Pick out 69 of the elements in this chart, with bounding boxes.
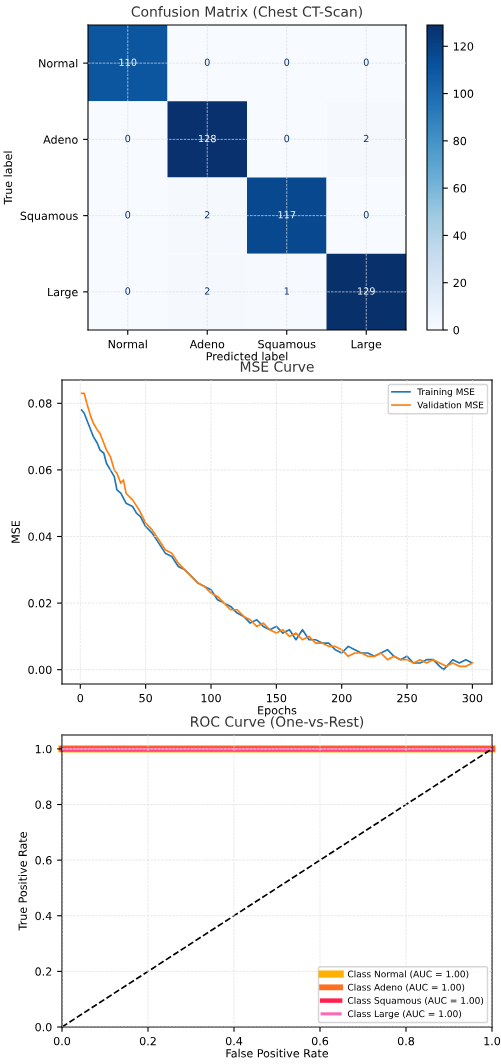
data-label: 0 xyxy=(125,211,131,219)
x-tick-label: 0 xyxy=(77,693,84,703)
data-label: 0 xyxy=(125,134,131,143)
legend-label: Class Squamous (AUC = 1.00) xyxy=(347,996,484,1006)
legend-label: Class Normal (AUC = 1.00) xyxy=(347,970,469,979)
legend-label: Validation MSE xyxy=(417,401,484,409)
y-axis-title: True label xyxy=(3,151,13,205)
y-tick-label: Squamous xyxy=(20,211,78,223)
data-label: 0 xyxy=(363,211,369,219)
chart-title: Confusion Matrix (Chest CT-Scan) xyxy=(131,6,362,19)
y-tick-label: 0.08 xyxy=(28,399,52,408)
x-tick-label: 100 xyxy=(201,693,221,703)
data-label: 128 xyxy=(199,134,216,143)
data-label: 2 xyxy=(363,134,369,143)
y-axis-title: MSE xyxy=(11,520,20,543)
data-label: 129 xyxy=(358,287,375,295)
x-tick-label: 0.6 xyxy=(311,1036,329,1046)
x-tick-label: 250 xyxy=(397,693,417,703)
data-label: 117 xyxy=(278,211,296,219)
y-tick-label: 0.8 xyxy=(35,800,52,809)
y-tick-label: 0.00 xyxy=(28,665,52,675)
x-axis-title: False Positive Rate xyxy=(226,1048,329,1058)
y-tick-label: 0.4 xyxy=(35,911,52,921)
data-label: 0 xyxy=(284,134,290,143)
y-tick-label: Normal xyxy=(39,58,78,68)
x-tick-label: Large xyxy=(351,340,382,351)
x-tick-label: 200 xyxy=(331,693,352,703)
y-tick-label: Adeno xyxy=(43,135,78,144)
data-label: 0 xyxy=(204,58,210,66)
x-tick-label: 0.8 xyxy=(397,1036,415,1046)
x-axis-title: Epochs xyxy=(258,705,297,717)
color-bar-label: 80 xyxy=(453,136,467,146)
data-label: 0 xyxy=(284,58,290,66)
data-label: 0 xyxy=(363,58,369,66)
x-tick-label: 0.4 xyxy=(225,1036,243,1046)
y-tick-label: 0.04 xyxy=(28,532,52,541)
y-tick-label: 0.2 xyxy=(35,967,52,976)
color-bar-label: 40 xyxy=(453,231,467,240)
chart-title: ROC Curve (One-vs-Rest) xyxy=(191,716,364,729)
x-axis-title: Predicted label xyxy=(206,351,288,361)
x-tick-label: 50 xyxy=(139,693,152,703)
legend-label: Training MSE xyxy=(417,388,475,397)
y-tick-label: 0.0 xyxy=(35,1022,52,1032)
x-tick-label: 1.0 xyxy=(484,1036,501,1046)
y-tick-label: 0.02 xyxy=(28,599,52,608)
color-bar-label: 120 xyxy=(453,42,474,51)
color-bar-label: 0 xyxy=(453,325,460,335)
chart-title: MSE Curve xyxy=(240,361,314,372)
x-tick-label: Adeno xyxy=(189,339,225,349)
legend-label: Class Adeno (AUC = 1.00) xyxy=(347,983,465,992)
y-tick-label: 0.6 xyxy=(35,856,52,865)
x-tick-label: 0.2 xyxy=(139,1036,156,1046)
data-label: 0 xyxy=(125,287,131,295)
color-bar-label: 20 xyxy=(453,278,467,288)
color-bar-label: 100 xyxy=(453,89,474,98)
x-tick-label: 300 xyxy=(462,693,483,703)
y-axis-title: True Positive Rate xyxy=(18,832,27,931)
x-tick-label: Normal xyxy=(108,339,147,349)
legend-label: Class Large (AUC = 1.00) xyxy=(347,1010,462,1019)
data-label: 1 xyxy=(284,287,289,295)
data-label: 2 xyxy=(204,211,210,219)
y-tick-label: Large xyxy=(48,288,78,299)
x-tick-label: Squamous xyxy=(258,339,316,351)
x-tick-label: 150 xyxy=(266,693,287,703)
y-tick-label: 1.0 xyxy=(35,744,52,754)
data-label: 110 xyxy=(119,58,137,66)
color-bar-label: 60 xyxy=(453,184,467,193)
y-tick-label: 0.06 xyxy=(28,465,52,475)
data-label: 2 xyxy=(204,287,210,295)
